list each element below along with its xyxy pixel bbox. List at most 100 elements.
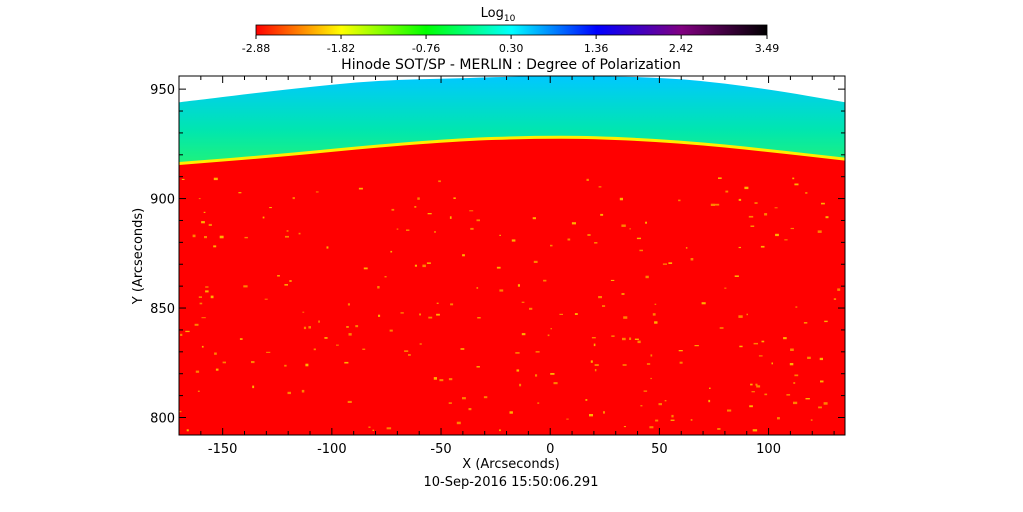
speckle [645, 275, 649, 279]
speckle [347, 400, 352, 403]
speckle [710, 203, 715, 206]
speckle [750, 225, 755, 227]
speckle [833, 298, 837, 300]
speckle [655, 419, 659, 422]
x-tick-label: 100 [756, 442, 781, 457]
speckle [284, 364, 287, 367]
speckle [748, 215, 754, 218]
speckle [355, 325, 359, 328]
speckle [448, 378, 453, 381]
x-tick-label: 0 [546, 442, 554, 457]
speckle [215, 368, 219, 371]
speckle [664, 400, 667, 402]
speckle [179, 410, 182, 413]
speckle [679, 361, 683, 364]
speckle [346, 326, 349, 328]
speckle [377, 286, 380, 289]
colorbar-tick-label: 1.36 [584, 42, 609, 55]
colorbar-tick-label: 0.30 [499, 42, 524, 55]
speckle [303, 326, 307, 330]
speckle [205, 286, 209, 288]
speckle [574, 313, 578, 315]
speckle [244, 236, 248, 239]
speckle [448, 402, 452, 404]
speckle [198, 296, 202, 298]
speckle [301, 389, 305, 393]
colorbar-tick-label: -1.82 [327, 42, 355, 55]
speckle [594, 364, 599, 366]
speckle [817, 230, 822, 233]
speckle [590, 360, 593, 363]
off-limb-white-region [179, 76, 845, 103]
speckle [408, 354, 411, 356]
speckle [658, 403, 662, 406]
speckle [238, 192, 242, 194]
speckle [384, 276, 387, 278]
speckle [516, 369, 520, 372]
speckle [821, 202, 825, 205]
speckle [428, 316, 433, 319]
speckle [550, 373, 555, 375]
speckle [476, 219, 480, 222]
speckle [701, 302, 706, 305]
speckle [204, 236, 207, 239]
speckle [324, 337, 328, 339]
speckle [603, 411, 605, 414]
speckle [326, 246, 329, 249]
speckle [543, 279, 547, 282]
speckle [470, 227, 474, 230]
speckle [269, 207, 272, 209]
speckle [378, 314, 381, 317]
speckle [724, 287, 727, 289]
speckle [650, 354, 653, 357]
speckle [825, 216, 829, 219]
speckle [483, 396, 488, 399]
y-axis-label: Y (Arcseconds) [131, 208, 146, 305]
speckle [185, 330, 190, 333]
chart-title: Hinode SOT/SP - MERLIN : Degree of Polar… [341, 57, 681, 73]
speckle [654, 321, 658, 324]
speckle [537, 402, 540, 404]
speckle [201, 221, 205, 224]
speckle [550, 328, 552, 330]
colorbar: Log10 -2.88 -1.82 -0.76 0.30 1.36 2.42 3.49 [242, 6, 779, 55]
speckle [449, 216, 452, 219]
speckle [252, 385, 255, 389]
speckle [287, 391, 291, 395]
speckle [652, 313, 656, 316]
speckle [619, 197, 623, 201]
speckle [734, 275, 739, 277]
speckle [640, 405, 643, 407]
speckle [643, 390, 648, 392]
speckle [456, 421, 461, 425]
speckle [336, 344, 339, 346]
x-axis-label: X (Arcseconds) [462, 457, 559, 472]
speckle [180, 333, 183, 336]
speckle [305, 363, 309, 367]
speckle [203, 211, 206, 213]
speckle [266, 351, 271, 353]
speckle [194, 323, 199, 326]
speckle [390, 250, 393, 253]
x-tick-label: 50 [651, 442, 668, 457]
speckle [422, 264, 426, 268]
speckle [758, 355, 763, 357]
speckle [690, 258, 694, 261]
speckle [195, 370, 200, 373]
speckle [419, 343, 422, 345]
speckle [362, 348, 366, 350]
speckle [453, 197, 456, 199]
speckle [533, 260, 538, 263]
speckle [621, 224, 626, 227]
colorbar-tick-label: 3.49 [755, 42, 780, 55]
speckle [819, 357, 823, 361]
speckle [810, 419, 813, 421]
speckle [436, 313, 440, 316]
speckle [315, 191, 319, 193]
speckle [499, 234, 501, 236]
speckle [517, 284, 520, 287]
speckle [219, 235, 224, 239]
speckle [213, 245, 217, 248]
speckle [476, 287, 479, 289]
